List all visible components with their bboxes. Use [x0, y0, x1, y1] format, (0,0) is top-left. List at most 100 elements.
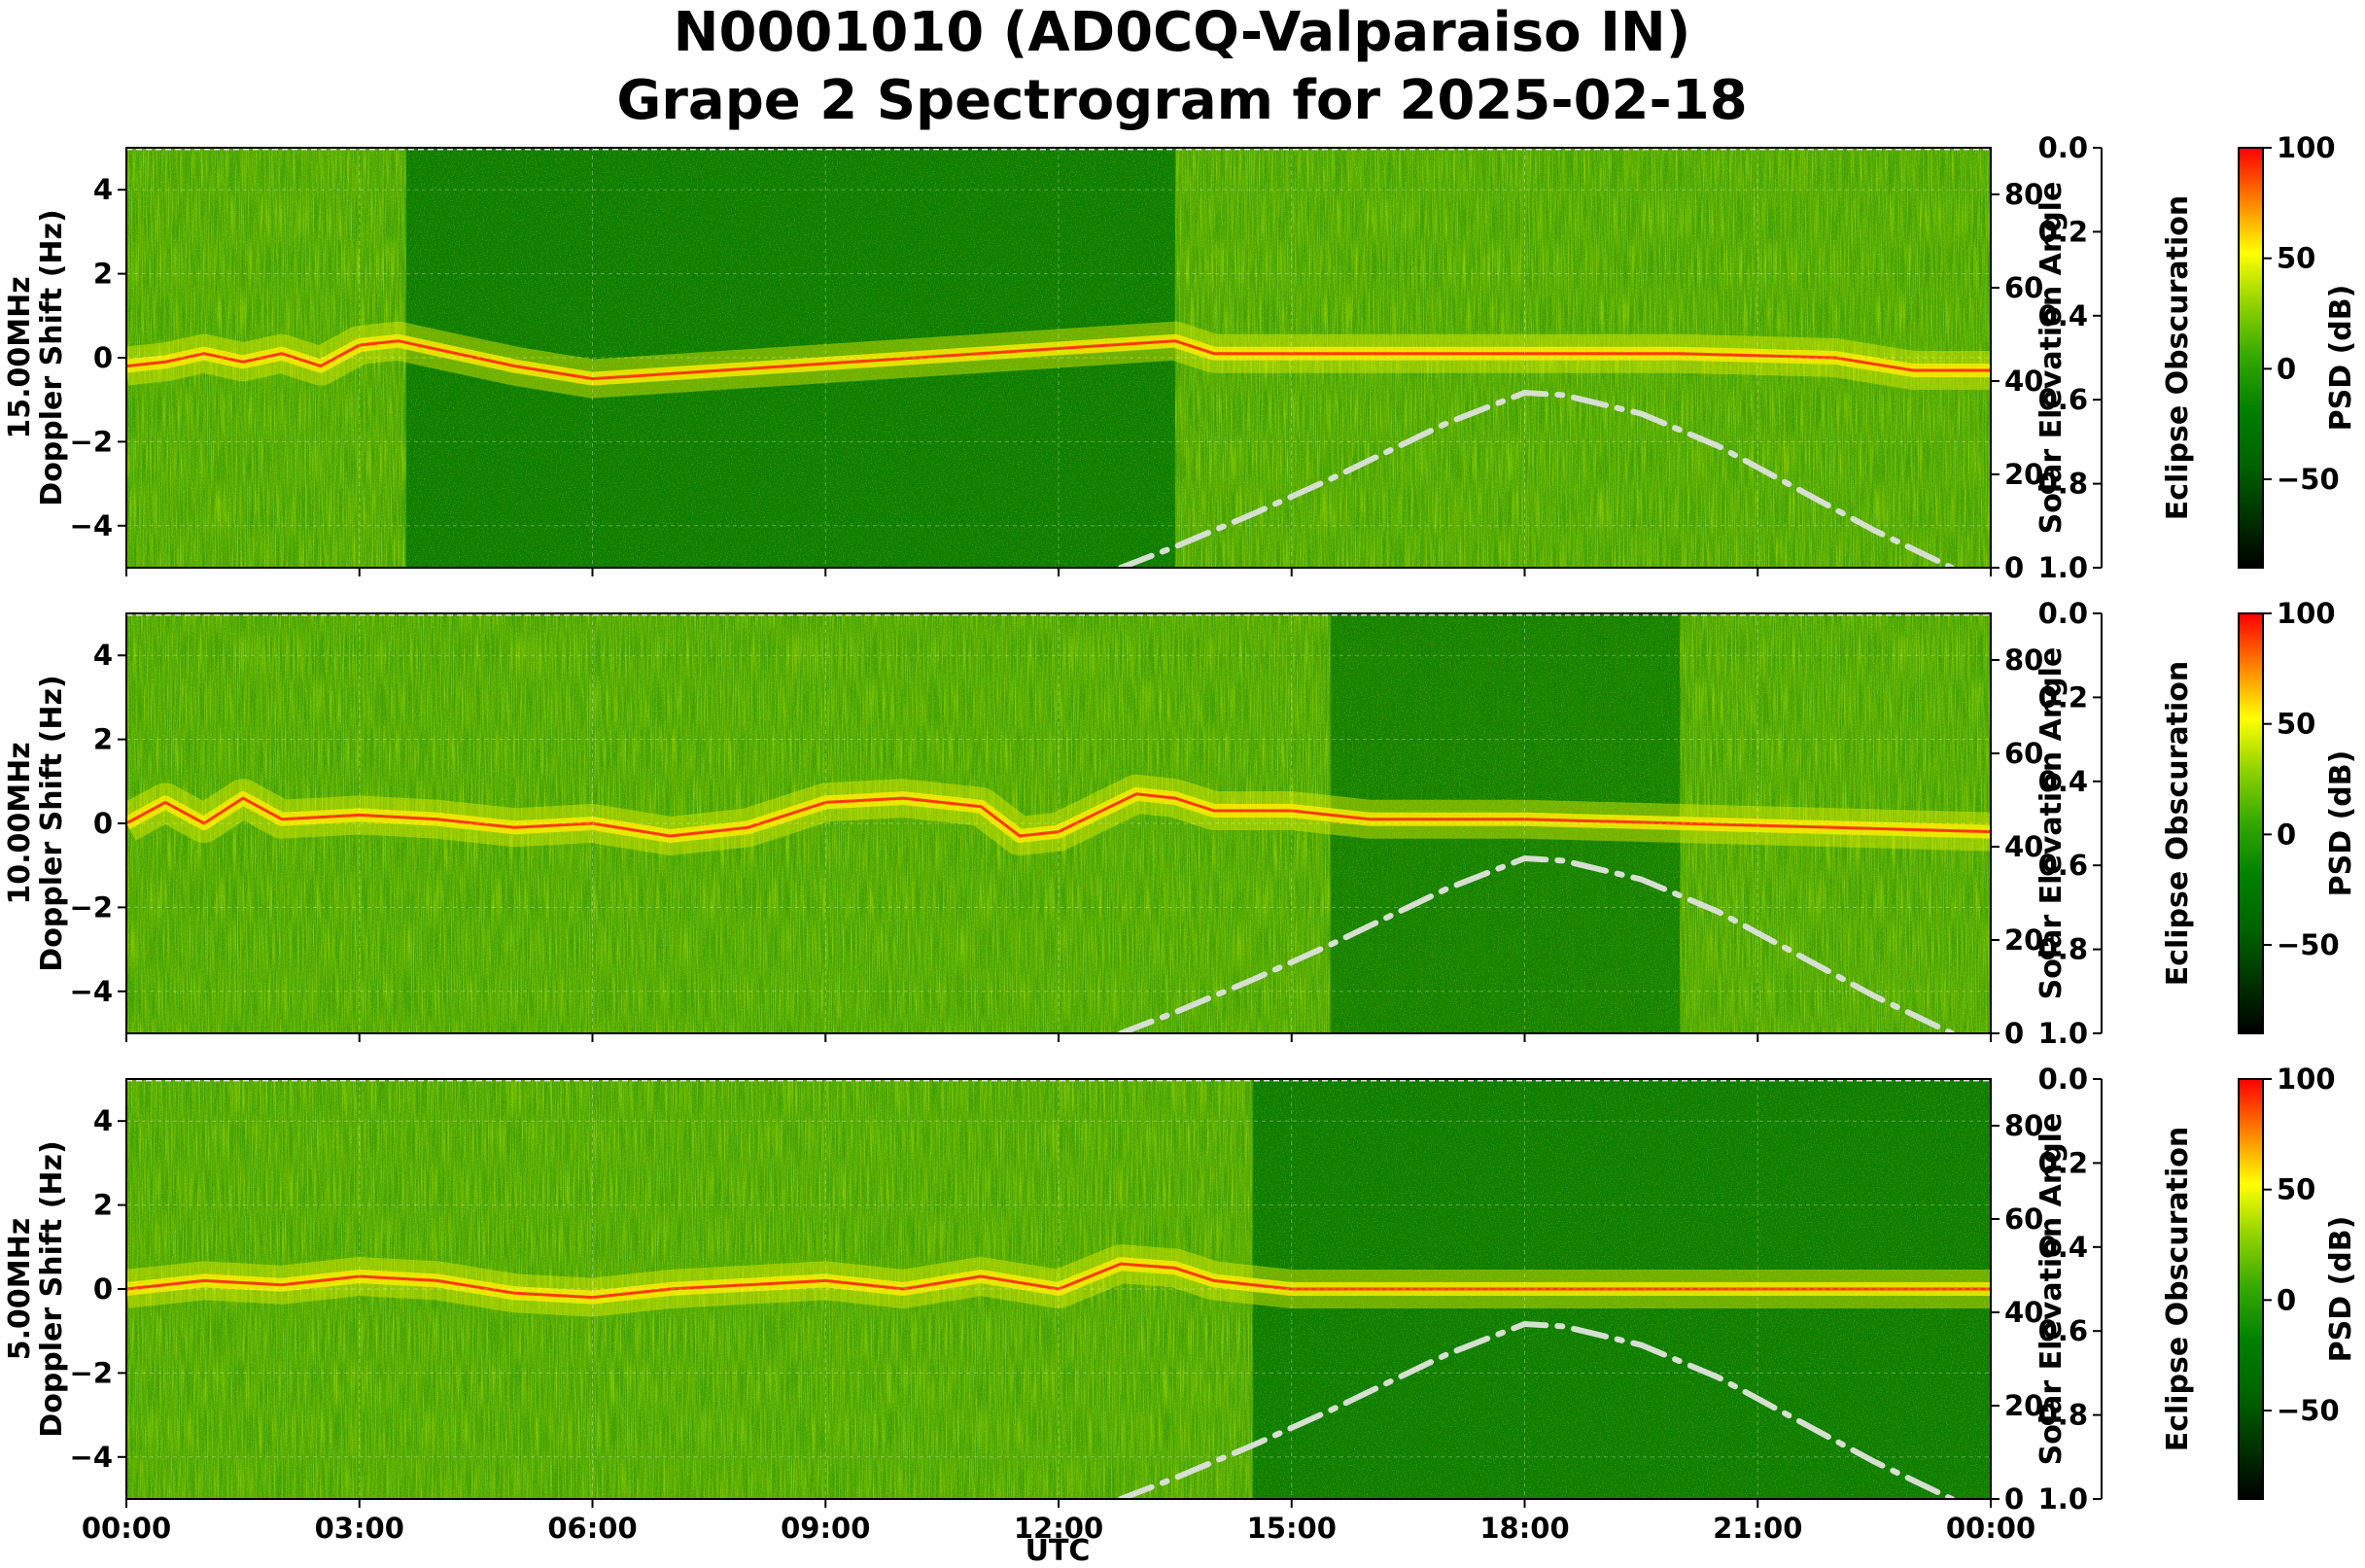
colorbar-tick-label: 100: [2277, 597, 2336, 630]
colorbar-label: PSD (dB): [2324, 1216, 2358, 1363]
y-tick-label: −4: [70, 1441, 113, 1474]
y-axis-label-frequency: 15.00MHz: [3, 276, 37, 438]
y-tick-label: −2: [70, 1356, 113, 1389]
y-axis-label-frequency: 5.00MHz: [3, 1218, 37, 1360]
eclipse-tick-label: 0.8: [2038, 468, 2088, 501]
colorbar-tick-label: 100: [2277, 1063, 2336, 1096]
y-tick-label: 2: [93, 723, 113, 756]
solar-elevation-axis-label: Solar Elevation Angle: [2035, 1113, 2069, 1466]
colorbar-tick-label: −50: [2277, 928, 2340, 961]
colorbar-tick-label: 50: [2277, 708, 2315, 741]
y-tick-label: 2: [93, 258, 113, 291]
psd-colorbar: [2238, 612, 2264, 1034]
doppler-trace: [126, 1262, 1991, 1300]
elevation-tick-label: 40: [2004, 365, 2043, 398]
x-axis-label: UTC: [1026, 1534, 1091, 1568]
x-tick-label: 06:00: [547, 1512, 637, 1545]
eclipse-axis-label: Eclipse Obscuration: [2161, 1127, 2195, 1452]
elevation-tick-label: 40: [2004, 830, 2043, 863]
elevation-tick-label: 60: [2004, 737, 2043, 770]
y-axis-label-unit: Doppler Shift (Hz): [35, 1140, 69, 1437]
eclipse-tick-label: 0.2: [2038, 1146, 2088, 1179]
elevation-tick-label: 40: [2004, 1296, 2043, 1329]
colorbar-tick-label: 50: [2277, 1173, 2315, 1206]
elevation-tick-label: 0: [2004, 1017, 2024, 1050]
eclipse-tick-label: 0.6: [2038, 383, 2088, 416]
y-tick-label: 0: [93, 1272, 113, 1306]
x-tick-label: 12:00: [1014, 1512, 1103, 1545]
elevation-tick-label: 20: [2004, 458, 2043, 491]
colorbar-tick-label: 0: [2277, 352, 2296, 385]
colorbar-tick-label: 0: [2277, 818, 2296, 851]
eclipse-tick-label: 0.0: [2038, 597, 2088, 630]
psd-colorbar: [2238, 1078, 2264, 1500]
eclipse-tick-label: 0.4: [2038, 765, 2088, 798]
eclipse-tick-label: 0.6: [2038, 849, 2088, 882]
elevation-tick-label: 0: [2004, 551, 2024, 584]
elevation-tick-label: 80: [2004, 644, 2043, 677]
x-tick-label: 00:00: [1946, 1512, 2035, 1545]
colorbar-tick-label: 50: [2277, 242, 2315, 275]
chart-title-line-1: N0001010 (AD0CQ-Valparaiso IN): [674, 1, 1691, 64]
eclipse-tick-label: 0.8: [2038, 933, 2088, 966]
elevation-tick-label: 0: [2004, 1482, 2024, 1516]
x-tick-label: 09:00: [781, 1512, 870, 1545]
y-axis-label-unit: Doppler Shift (Hz): [35, 675, 69, 971]
spectrogram-plot-area: [126, 148, 1991, 568]
solar-elevation-curve: [1117, 1320, 1955, 1499]
y-tick-label: 4: [93, 173, 113, 206]
doppler-trace: [126, 339, 1991, 381]
eclipse-tick-label: 0.2: [2038, 680, 2088, 714]
y-tick-label: 0: [93, 807, 113, 840]
x-tick-label: 03:00: [315, 1512, 404, 1545]
colorbar-tick-label: 0: [2277, 1283, 2296, 1316]
eclipse-axis-label: Eclipse Obscuration: [2161, 195, 2195, 521]
doppler-trace: [126, 792, 1991, 838]
x-tick-label: 00:00: [82, 1512, 171, 1545]
y-tick-label: 0: [93, 341, 113, 374]
solar-elevation-axis-label: Solar Elevation Angle: [2035, 182, 2069, 535]
eclipse-tick-label: 0.8: [2038, 1399, 2088, 1432]
colorbar-tick-label: −50: [2277, 463, 2340, 496]
elevation-tick-label: 60: [2004, 1202, 2043, 1236]
eclipse-tick-label: 1.0: [2038, 551, 2088, 584]
eclipse-tick-label: 1.0: [2038, 1482, 2088, 1516]
eclipse-tick-label: 0.0: [2038, 131, 2088, 164]
y-tick-label: 4: [93, 639, 113, 672]
y-tick-label: −2: [70, 890, 113, 923]
eclipse-tick-label: 0.6: [2038, 1314, 2088, 1347]
solar-elevation-axis-label: Solar Elevation Angle: [2035, 647, 2069, 1000]
solar-elevation-curve: [1117, 389, 1955, 568]
colorbar-label: PSD (dB): [2324, 285, 2358, 432]
eclipse-tick-label: 0.0: [2038, 1063, 2088, 1096]
chart-title-line-2: Grape 2 Spectrogram for 2025-02-18: [616, 69, 1747, 132]
eclipse-tick-label: 0.4: [2038, 299, 2088, 332]
y-tick-label: −4: [70, 509, 113, 542]
eclipse-tick-label: 1.0: [2038, 1017, 2088, 1050]
y-tick-label: 4: [93, 1104, 113, 1137]
spectrogram-plot-area: [126, 613, 1991, 1033]
psd-colorbar: [2238, 147, 2264, 569]
colorbar-label: PSD (dB): [2324, 750, 2358, 897]
eclipse-axis-label: Eclipse Obscuration: [2161, 661, 2195, 987]
y-tick-label: 2: [93, 1189, 113, 1222]
elevation-tick-label: 20: [2004, 923, 2043, 957]
x-tick-label: 18:00: [1479, 1512, 1569, 1545]
x-tick-label: 15:00: [1247, 1512, 1337, 1545]
elevation-tick-label: 80: [2004, 178, 2043, 211]
y-tick-label: −2: [70, 425, 113, 458]
colorbar-tick-label: −50: [2277, 1394, 2340, 1427]
solar-elevation-curve: [1117, 854, 1955, 1033]
eclipse-tick-label: 0.4: [2038, 1231, 2088, 1264]
elevation-tick-label: 60: [2004, 271, 2043, 304]
colorbar-tick-label: 100: [2277, 131, 2336, 164]
elevation-tick-label: 20: [2004, 1389, 2043, 1422]
x-tick-label: 21:00: [1713, 1512, 1802, 1545]
elevation-tick-label: 80: [2004, 1109, 2043, 1142]
y-tick-label: −4: [70, 975, 113, 1008]
eclipse-tick-label: 0.2: [2038, 215, 2088, 248]
